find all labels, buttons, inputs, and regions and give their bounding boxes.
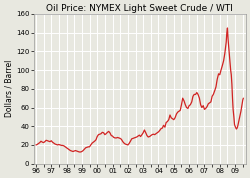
Title: Oil Price: NYMEX Light Sweet Crude / WTI: Oil Price: NYMEX Light Sweet Crude / WTI xyxy=(46,4,233,13)
Y-axis label: Dollars / Barrel: Dollars / Barrel xyxy=(4,60,13,117)
